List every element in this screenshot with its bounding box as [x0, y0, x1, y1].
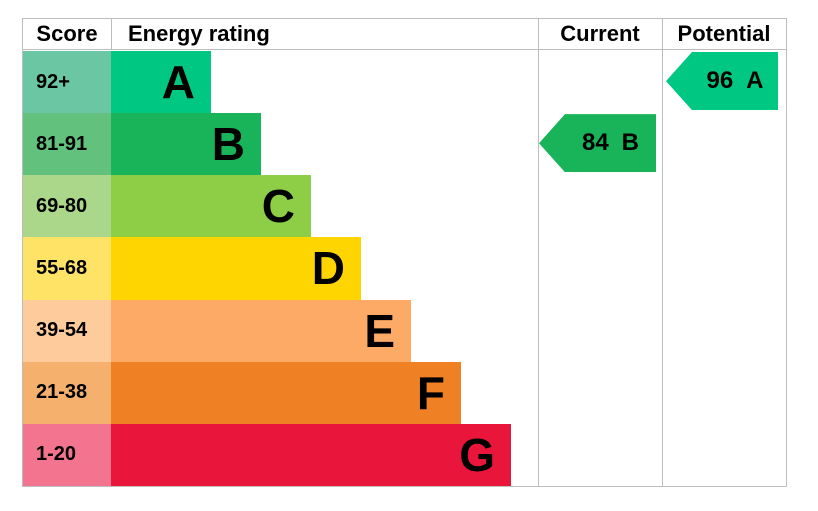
band-row-c: 69-80 C: [23, 175, 786, 238]
band-row-e: 39-54 E: [23, 299, 786, 362]
band-row-d: 55-68 D: [23, 237, 786, 300]
band-bar-f: F: [111, 361, 461, 424]
current-rating-score: 84: [581, 129, 609, 157]
potential-column-header: Potential: [677, 21, 771, 46]
band-letter-a: A: [161, 56, 195, 109]
score-cell-b: 81-91: [23, 113, 111, 176]
score-cell-a: 92+: [23, 51, 111, 114]
band-letter-f: F: [416, 366, 445, 419]
potential-rating-arrow: 96 A: [666, 52, 778, 111]
band-bar-a: A: [111, 51, 211, 114]
band-letter-c: C: [261, 180, 295, 233]
current-rating-letter: B: [621, 129, 640, 157]
band-bar-b: B: [111, 113, 261, 176]
score-cell-e: 39-54: [23, 299, 111, 362]
band-row-a: 92+ A: [23, 51, 786, 114]
score-cell-d: 55-68: [23, 237, 111, 300]
current-column-divider: [538, 19, 539, 486]
band-bar-c: C: [111, 175, 311, 238]
potential-column-divider: [662, 19, 663, 486]
current-column-header: Current: [560, 21, 640, 46]
score-column-header: Score: [36, 21, 98, 46]
potential-rating-letter: A: [746, 67, 764, 95]
potential-rating-score: 96: [706, 67, 734, 95]
epc-table: Score Energy rating Current Potential 92…: [22, 18, 787, 487]
band-row-f: 21-38 F: [23, 361, 786, 424]
band-bar-d: D: [111, 237, 361, 300]
bands-area: 92+ A 81-91 B 69-80 C 55-68 D 39-54 E 21-38 F 1-20 G: [23, 51, 786, 486]
band-bar-g: G: [111, 423, 511, 486]
score-cell-g: 1-20: [23, 423, 111, 486]
band-letter-b: B: [211, 118, 245, 171]
band-row-b: 81-91 B: [23, 113, 786, 176]
header-row: Score Energy rating Current Potential: [23, 19, 786, 50]
current-rating-arrow: 84 B: [539, 114, 656, 173]
band-bar-e: E: [111, 299, 411, 362]
band-letter-e: E: [364, 304, 395, 357]
band-row-g: 1-20 G: [23, 423, 786, 486]
band-letter-g: G: [459, 428, 495, 481]
score-cell-c: 69-80: [23, 175, 111, 238]
band-letter-d: D: [311, 242, 345, 295]
energy-rating-column-header: Energy rating: [128, 21, 270, 46]
score-cell-f: 21-38: [23, 361, 111, 424]
score-column-divider: [111, 19, 112, 50]
